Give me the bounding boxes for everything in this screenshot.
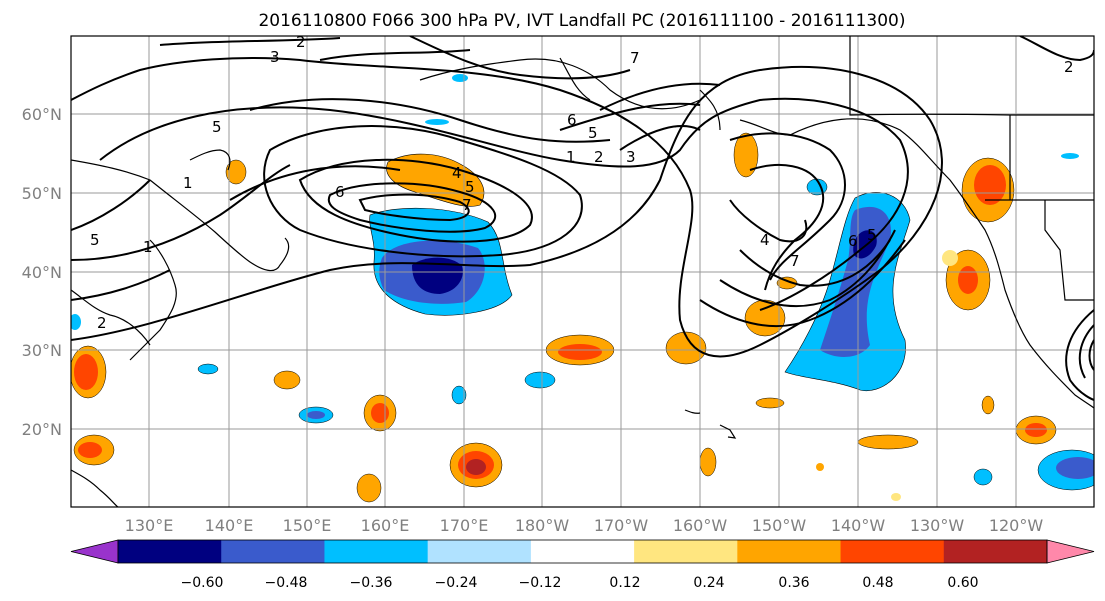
colorbar-segment <box>324 540 429 563</box>
contour-label: 6 <box>567 111 577 129</box>
colorbar-segments <box>70 539 1095 564</box>
lon-label: 160°E <box>361 516 410 535</box>
colorbar-segment <box>634 540 738 563</box>
contour-label: 2 <box>97 314 107 332</box>
contour-label: 2 <box>1064 58 1074 76</box>
colorbar-tick: 0.24 <box>693 575 724 591</box>
pv-contours <box>71 36 1094 401</box>
colorbar: −0.60 −0.48 −0.36 −0.24 −0.12 0.12 0.24 … <box>70 539 1095 591</box>
map-title: 2016110800 F066 300 hPa PV, IVT Landfall… <box>258 11 905 31</box>
contour-label: 6 <box>848 232 858 250</box>
lat-label: 50°N <box>22 184 62 203</box>
lon-label: 140°W <box>831 516 886 535</box>
contour-label: 5 <box>465 178 475 196</box>
map-content: 3 2 5 1 6 5 1 4 5 7 6 5 1 2 3 7 2 4 7 6 … <box>71 33 1094 507</box>
longitude-labels: 130°E 140°E 150°E 160°E 170°E 180°W 170°… <box>125 516 1044 535</box>
contour-label: 3 <box>626 148 636 166</box>
colorbar-segment <box>840 540 945 563</box>
colorbar-tick: −0.24 <box>435 575 478 591</box>
colorbar-tick: −0.60 <box>181 575 224 591</box>
contour-label: 2 <box>296 33 306 51</box>
lon-label: 130°W <box>910 516 965 535</box>
contour-label: 1 <box>143 238 153 256</box>
colorbar-tick: 0.48 <box>862 575 893 591</box>
lat-label: 60°N <box>22 105 62 124</box>
lon-label: 160°W <box>673 516 728 535</box>
colorbar-segment <box>737 540 842 563</box>
colorbar-segment <box>427 540 532 563</box>
contour-label: 4 <box>760 231 770 249</box>
contour-label: 7 <box>462 196 472 214</box>
contour-label: 5 <box>212 118 222 136</box>
colorbar-ticks: −0.60 −0.48 −0.36 −0.24 −0.12 0.12 0.24 … <box>181 575 979 591</box>
latitude-labels: 60°N 50°N 40°N 30°N 20°N <box>22 105 62 439</box>
ivt-anomaly-fills <box>71 74 1094 503</box>
contour-label: 2 <box>594 148 604 166</box>
contour-label: 5 <box>90 231 100 249</box>
colorbar-segment <box>221 540 325 563</box>
colorbar-frame <box>117 539 1048 564</box>
map-frame <box>70 35 1095 508</box>
coastlines <box>71 36 1094 507</box>
colorbar-segment <box>943 540 1048 563</box>
lon-label: 150°W <box>752 516 807 535</box>
contour-label: 5 <box>588 124 598 142</box>
colorbar-tick: 0.12 <box>609 575 640 591</box>
contour-labels: 3 2 5 1 6 5 1 4 5 7 6 5 1 2 3 7 2 4 7 6 … <box>90 33 1074 332</box>
lon-label: 130°E <box>125 516 174 535</box>
lon-label: 180°W <box>515 516 570 535</box>
lon-label: 140°E <box>205 516 254 535</box>
lat-label: 20°N <box>22 420 62 439</box>
colorbar-segment <box>530 540 635 563</box>
lon-label: 120°W <box>989 516 1044 535</box>
colorbar-tick: 0.60 <box>947 575 978 591</box>
colorbar-extend-high <box>1046 539 1095 564</box>
colorbar-tick: 0.36 <box>778 575 809 591</box>
contour-label: 6 <box>335 183 345 201</box>
lon-label: 170°W <box>594 516 649 535</box>
contour-label: 5 <box>867 226 877 244</box>
colorbar-extend-low <box>70 539 119 564</box>
contour-label: 1 <box>566 148 576 166</box>
contour-label: 4 <box>452 164 462 182</box>
colorbar-segment <box>118 540 222 563</box>
lat-label: 40°N <box>22 263 62 282</box>
colorbar-tick: −0.36 <box>350 575 393 591</box>
colorbar-tick: −0.12 <box>519 575 562 591</box>
lon-label: 150°E <box>283 516 332 535</box>
contour-label: 1 <box>183 174 193 192</box>
lon-label: 170°E <box>440 516 489 535</box>
colorbar-tick: −0.48 <box>265 575 308 591</box>
contour-label: 7 <box>630 49 640 67</box>
contour-label: 7 <box>790 252 800 270</box>
lat-label: 30°N <box>22 341 62 360</box>
contour-label: 3 <box>270 48 280 66</box>
